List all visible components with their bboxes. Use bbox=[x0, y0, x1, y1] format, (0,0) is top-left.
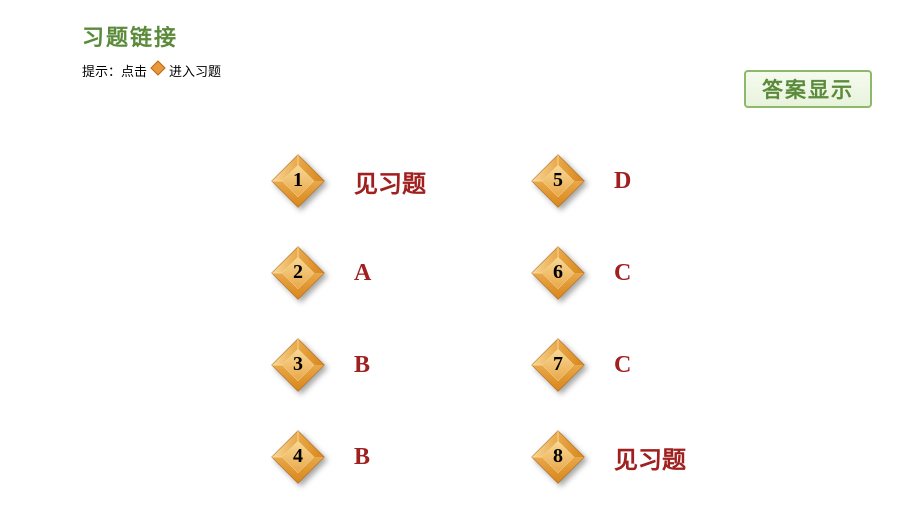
question-number: 8 bbox=[553, 445, 563, 468]
hint-suffix: 进入习题 bbox=[169, 61, 221, 80]
grid-row: 3 B 7 C bbox=[270, 319, 790, 411]
answer-text: 见习题 bbox=[354, 164, 426, 199]
answer-text: B bbox=[354, 352, 370, 379]
question-number: 7 bbox=[553, 353, 563, 376]
diamond-icon: 8 bbox=[530, 429, 586, 485]
question-link-4[interactable]: 4 B bbox=[270, 429, 530, 485]
question-number: 2 bbox=[293, 261, 303, 284]
answer-text: C bbox=[614, 260, 631, 287]
grid-row: 4 B 8 见习题 bbox=[270, 411, 790, 503]
answer-grid: 1 见习题 5 D bbox=[270, 135, 790, 503]
question-number: 6 bbox=[553, 261, 563, 284]
question-number: 3 bbox=[293, 353, 303, 376]
answer-text: 见习题 bbox=[614, 440, 686, 475]
answer-text: B bbox=[354, 444, 370, 471]
question-link-2[interactable]: 2 A bbox=[270, 245, 530, 301]
question-link-3[interactable]: 3 B bbox=[270, 337, 530, 393]
diamond-icon: 2 bbox=[270, 245, 326, 301]
diamond-icon: 3 bbox=[270, 337, 326, 393]
answer-text: D bbox=[614, 168, 631, 195]
grid-row: 1 见习题 5 D bbox=[270, 135, 790, 227]
diamond-icon: 6 bbox=[530, 245, 586, 301]
diamond-icon: 7 bbox=[530, 337, 586, 393]
diamond-icon: 4 bbox=[270, 429, 326, 485]
diamond-icon bbox=[150, 60, 166, 80]
hint-text: 提示：点击 进入习题 bbox=[82, 60, 221, 80]
question-link-5[interactable]: 5 D bbox=[530, 153, 790, 209]
question-number: 4 bbox=[293, 445, 303, 468]
diamond-icon: 5 bbox=[530, 153, 586, 209]
show-answers-button[interactable]: 答案显示 bbox=[744, 70, 872, 108]
question-link-1[interactable]: 1 见习题 bbox=[270, 153, 530, 209]
diamond-icon: 1 bbox=[270, 153, 326, 209]
answer-text: A bbox=[354, 260, 371, 287]
show-answers-label: 答案显示 bbox=[762, 74, 854, 104]
answer-text: C bbox=[614, 352, 631, 379]
grid-row: 2 A 6 C bbox=[270, 227, 790, 319]
hint-prefix: 提示：点击 bbox=[82, 61, 147, 80]
question-number: 1 bbox=[293, 169, 303, 192]
page-title: 习题链接 bbox=[82, 20, 178, 52]
question-number: 5 bbox=[553, 169, 563, 192]
question-link-7[interactable]: 7 C bbox=[530, 337, 790, 393]
question-link-8[interactable]: 8 见习题 bbox=[530, 429, 790, 485]
question-link-6[interactable]: 6 C bbox=[530, 245, 790, 301]
